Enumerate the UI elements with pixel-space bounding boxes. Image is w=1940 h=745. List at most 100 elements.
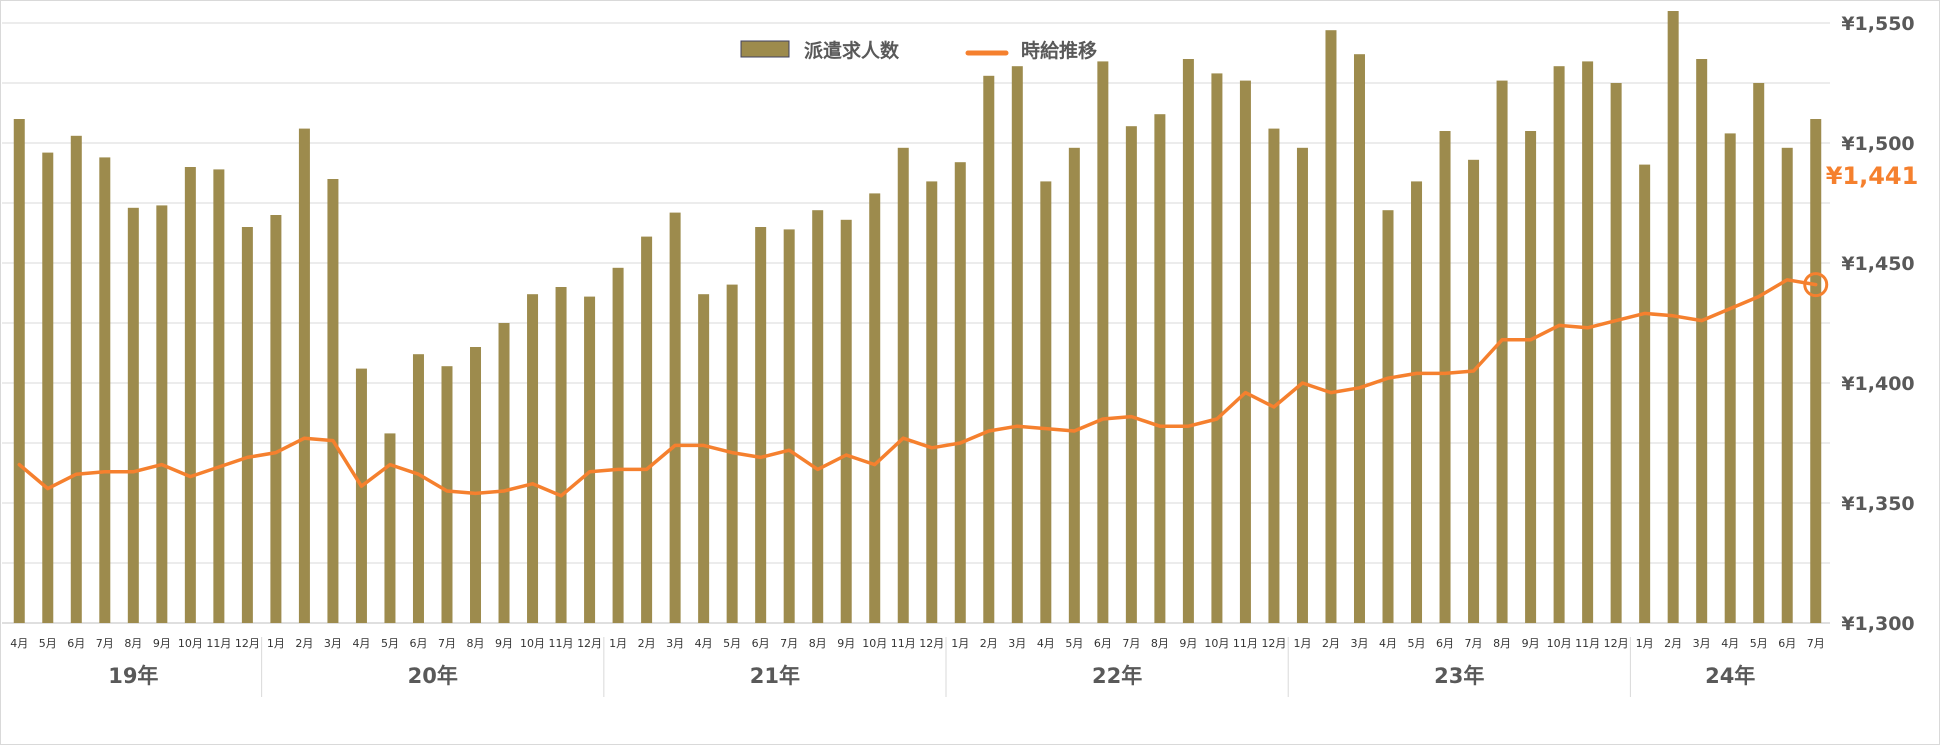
bar	[384, 433, 396, 623]
bar	[1468, 159, 1480, 624]
bar	[1810, 119, 1822, 623]
month-tick-label: 9月	[495, 637, 513, 650]
month-tick-label: 1月	[267, 637, 285, 650]
month-tick-label: 4月	[1721, 637, 1739, 650]
month-tick-label: 5月	[39, 637, 57, 650]
bar	[470, 347, 482, 623]
legend: 派遣求人数 時給推移	[740, 39, 1097, 62]
bar	[42, 152, 54, 623]
month-tick-label: 2月	[638, 637, 656, 650]
bar	[1553, 66, 1565, 623]
y-tick-label: ¥1,550	[1841, 13, 1914, 35]
y-tick-label: ¥1,400	[1841, 373, 1914, 395]
legend-label-line: 時給推移	[1021, 39, 1097, 62]
bar	[1068, 147, 1080, 624]
bar	[612, 267, 624, 623]
year-label: 20年	[408, 664, 458, 688]
month-tick-label: 11月	[206, 637, 231, 650]
bar	[241, 227, 253, 623]
bar	[954, 162, 966, 623]
month-tick-label: 1月	[951, 637, 969, 650]
month-tick-label: 12月	[1261, 637, 1286, 650]
bar	[412, 354, 424, 623]
month-tick-label: 10月	[520, 637, 545, 650]
month-tick-label: 1月	[1636, 637, 1654, 650]
bar	[698, 294, 710, 623]
month-tick-label: 3月	[1693, 637, 1711, 650]
month-tick-label: 3月	[1350, 637, 1368, 650]
bar	[70, 135, 82, 624]
month-tick-label: 10月	[862, 637, 887, 650]
bar	[1011, 66, 1023, 623]
bar	[897, 147, 909, 624]
month-tick-label: 10月	[1547, 637, 1572, 650]
legend-label-bar: 派遣求人数	[804, 39, 900, 62]
month-tick-label: 6月	[1778, 637, 1796, 650]
month-tick-label: 6月	[752, 637, 770, 650]
bar	[584, 296, 596, 623]
month-tick-label: 1月	[609, 637, 627, 650]
bar	[840, 219, 852, 624]
y-tick-label: ¥1,300	[1841, 613, 1914, 635]
month-tick-label: 2月	[980, 637, 998, 650]
bar	[1353, 54, 1365, 623]
bar	[555, 287, 567, 623]
bar	[1325, 30, 1337, 623]
year-label: 21年	[750, 664, 800, 688]
year-label: 24年	[1705, 664, 1755, 688]
bar	[1239, 80, 1251, 624]
month-tick-label: 7月	[1122, 637, 1140, 650]
month-tick-label: 5月	[1750, 637, 1768, 650]
month-tick-label: 9月	[153, 637, 171, 650]
month-tick-label: 11月	[1575, 637, 1600, 650]
month-tick-label: 6月	[1436, 637, 1454, 650]
month-tick-label: 11月	[1233, 637, 1258, 650]
month-tick-label: 6月	[67, 637, 85, 650]
month-tick-label: 7月	[1807, 637, 1825, 650]
bar	[298, 128, 310, 623]
bar	[641, 236, 653, 623]
bar	[926, 181, 938, 623]
month-tick-label: 8月	[467, 637, 485, 650]
callout-label: ¥1,441	[1826, 162, 1919, 190]
bar	[783, 229, 795, 623]
month-tick-label: 9月	[1522, 637, 1540, 650]
bar	[355, 368, 367, 623]
month-tick-label: 3月	[324, 637, 342, 650]
bar	[498, 323, 510, 623]
bar	[1525, 131, 1537, 623]
year-label: 23年	[1434, 664, 1484, 688]
month-tick-label: 12月	[235, 637, 260, 650]
month-tick-label: 8月	[809, 637, 827, 650]
bar-series	[13, 11, 1822, 624]
bar	[1439, 131, 1451, 623]
month-tick-label: 7月	[1465, 637, 1483, 650]
month-tick-label: 7月	[96, 637, 114, 650]
month-tick-label: 4月	[695, 637, 713, 650]
bar	[1411, 181, 1423, 623]
month-tick-label: 5月	[723, 637, 741, 650]
month-tick-label: 5月	[1408, 637, 1426, 650]
bar	[1125, 126, 1137, 623]
month-tick-label: 4月	[10, 637, 28, 650]
bar	[1097, 61, 1109, 623]
bar	[1781, 147, 1793, 624]
bar	[1154, 114, 1166, 623]
bar	[1296, 147, 1308, 624]
bar	[1182, 59, 1194, 623]
month-tick-label: 2月	[295, 637, 313, 650]
bar	[1582, 61, 1594, 623]
x-axis-months: 4月 5月 6月 7月 8月 9月 10月 11月 12月 1月 2月 3月 4月 5月 6月 7月 8月 9月 1…	[10, 637, 1824, 650]
month-tick-label: 2月	[1322, 637, 1340, 650]
month-tick-label: 8月	[1151, 637, 1169, 650]
month-tick-label: 7月	[438, 637, 456, 650]
month-tick-label: 12月	[577, 637, 602, 650]
line-series-path	[17, 278, 1818, 498]
month-tick-label: 6月	[1094, 637, 1112, 650]
bar	[812, 210, 824, 623]
month-tick-label: 4月	[1379, 637, 1397, 650]
bar	[270, 215, 282, 623]
month-tick-label: 4月	[1037, 637, 1055, 650]
month-tick-label: 12月	[919, 637, 944, 650]
